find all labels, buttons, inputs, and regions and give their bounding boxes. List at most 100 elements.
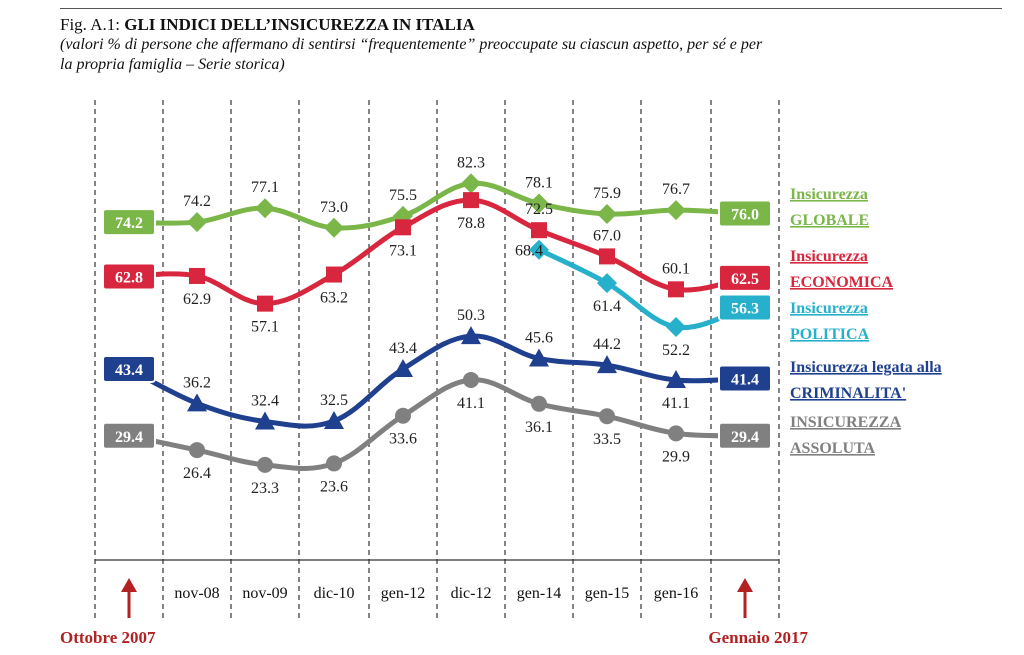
value-box-label-criminalita-0: 43.4 [115,362,143,379]
subtitle-line-2: la propria famiglia – Serie storica) [60,56,285,73]
value-label-criminalita-3: 32.5 [320,392,348,409]
value-box-label-assoluta-0: 29.4 [115,429,143,446]
value-label-assoluta-7: 33.5 [593,431,621,448]
value-box-label-economica-0: 62.8 [115,269,143,286]
marker-assoluta-7 [599,408,615,425]
value-label-economica-8: 60.1 [662,260,690,277]
legend-globale-line2: GLOBALE [790,212,869,229]
series-markers [102,173,772,473]
value-label-globale-2: 77.1 [251,179,279,196]
legend-globale-line1: Insicurezza [790,186,868,203]
marker-assoluta-5 [463,371,479,388]
value-box-label-globale-9: 76.0 [731,206,759,223]
subtitle-line-1: (valori % di persone che affermano di se… [60,36,763,53]
legend: Insicurezza GLOBALE Insicurezza ECONOMICA In… [790,186,942,457]
value-label-globale-5: 82.3 [457,154,485,171]
figure-title: Fig. A.1: GLI INDICI DELL’INSICUREZZA IN… [60,15,1002,35]
figure-header: Fig. A.1: GLI INDICI DELL’INSICUREZZA IN… [60,8,1002,75]
marker-criminalita-3 [324,410,344,429]
value-label-assoluta-8: 29.9 [662,448,690,465]
value-label-economica-6: 72.5 [525,201,553,218]
marker-politica-8 [666,317,686,338]
marker-assoluta-4 [395,407,411,424]
value-label-economica-1: 62.9 [183,291,211,308]
series-line-economica [126,197,748,307]
value-label-politica-8: 52.2 [662,342,690,359]
tick-label-gen-16: gen-16 [654,585,698,602]
marker-criminalita-1 [187,393,207,412]
value-box-globale-0 [102,208,156,237]
value-box-label-globale-0: 74.2 [115,215,143,232]
value-box-globale-9 [718,199,772,228]
value-label-assoluta-3: 23.6 [320,478,348,495]
tick-label-nov-08: nov-08 [174,585,219,602]
vertical-gridlines [94,100,780,620]
marker-criminalita-6 [529,348,549,367]
legend-politica-line2: POLITICA [790,326,870,343]
marker-economica-6 [531,222,547,239]
legend-politica-line1: Insicurezza [790,300,868,317]
value-label-criminalita-7: 44.2 [593,336,621,353]
value-box-label-economica-9: 62.5 [731,271,759,288]
marker-globale-5 [461,173,481,194]
value-box-assoluta-0 [102,421,156,450]
value-label-assoluta-4: 33.6 [389,431,417,448]
legend-economica-line2: ECONOMICA [790,274,894,291]
marker-economica-2 [257,295,273,312]
marker-economica-4 [395,219,411,236]
marker-assoluta-8 [668,425,684,442]
legend-assoluta-line2: ASSOLUTA [790,440,876,457]
value-label-assoluta-1: 26.4 [183,465,211,482]
marker-criminalita-4 [393,358,413,377]
value-box-label-assoluta-9: 29.4 [731,429,759,446]
figure-main-title: GLI INDICI DELL’INSICUREZZA IN ITALIA [124,15,475,34]
series-lines [126,180,748,471]
value-label-assoluta-5: 41.1 [457,395,485,412]
value-label-economica-4: 73.1 [389,242,417,259]
legend-criminalita-line1: Insicurezza legata alla [790,359,942,376]
tick-label-gen-14: gen-14 [517,585,561,602]
period-annotations: Ottobre 2007 Gennaio 2017 [60,578,808,647]
value-label-assoluta-6: 36.1 [525,419,553,436]
tick-label-gen-15: gen-15 [585,585,629,602]
arrow-end-icon [737,578,753,618]
value-label-economica-2: 57.1 [251,319,279,336]
marker-globale-6 [529,193,549,214]
annotation-end: Gennaio 2017 [708,628,808,647]
value-box-label-politica-9: 56.3 [731,300,759,317]
value-box-politica-9 [718,293,772,322]
tick-label-dic-12: dic-12 [451,585,492,602]
value-label-criminalita-4: 43.4 [389,340,417,357]
marker-criminalita-8 [666,369,686,388]
value-label-politica-6: 68.4 [515,243,543,260]
series-line-criminalita [126,333,748,429]
value-box-criminalita-0 [102,354,156,383]
value-label-criminalita-8: 41.1 [662,395,690,412]
series-line-politica [536,247,748,331]
value-label-criminalita-2: 32.4 [251,392,279,409]
marker-criminalita-5 [461,326,481,345]
arrow-start-icon [121,578,137,618]
annotation-start: Ottobre 2007 [60,628,156,647]
value-box-economica-9 [718,263,772,292]
marker-politica-7 [597,273,617,294]
figure-subtitle: (valori % di persone che affermano di se… [60,35,1002,75]
marker-assoluta-2 [257,456,273,473]
marker-economica-5 [463,192,479,209]
value-label-globale-7: 75.9 [593,185,621,202]
marker-economica-8 [668,281,684,298]
marker-economica-1 [189,267,205,284]
marker-assoluta-1 [189,442,205,459]
value-box-label-criminalita-9: 41.4 [731,372,759,389]
marker-globale-7 [597,203,617,224]
value-label-criminalita-1: 36.2 [183,374,211,391]
marker-criminalita-2 [255,411,275,430]
value-label-criminalita-5: 50.3 [457,307,485,324]
marker-assoluta-3 [326,455,342,472]
tick-label-gen-12: gen-12 [381,585,425,602]
value-label-assoluta-2: 23.3 [251,480,279,497]
marker-globale-3 [324,217,344,238]
value-label-globale-6: 78.1 [525,174,553,191]
marker-economica-3 [326,266,342,283]
